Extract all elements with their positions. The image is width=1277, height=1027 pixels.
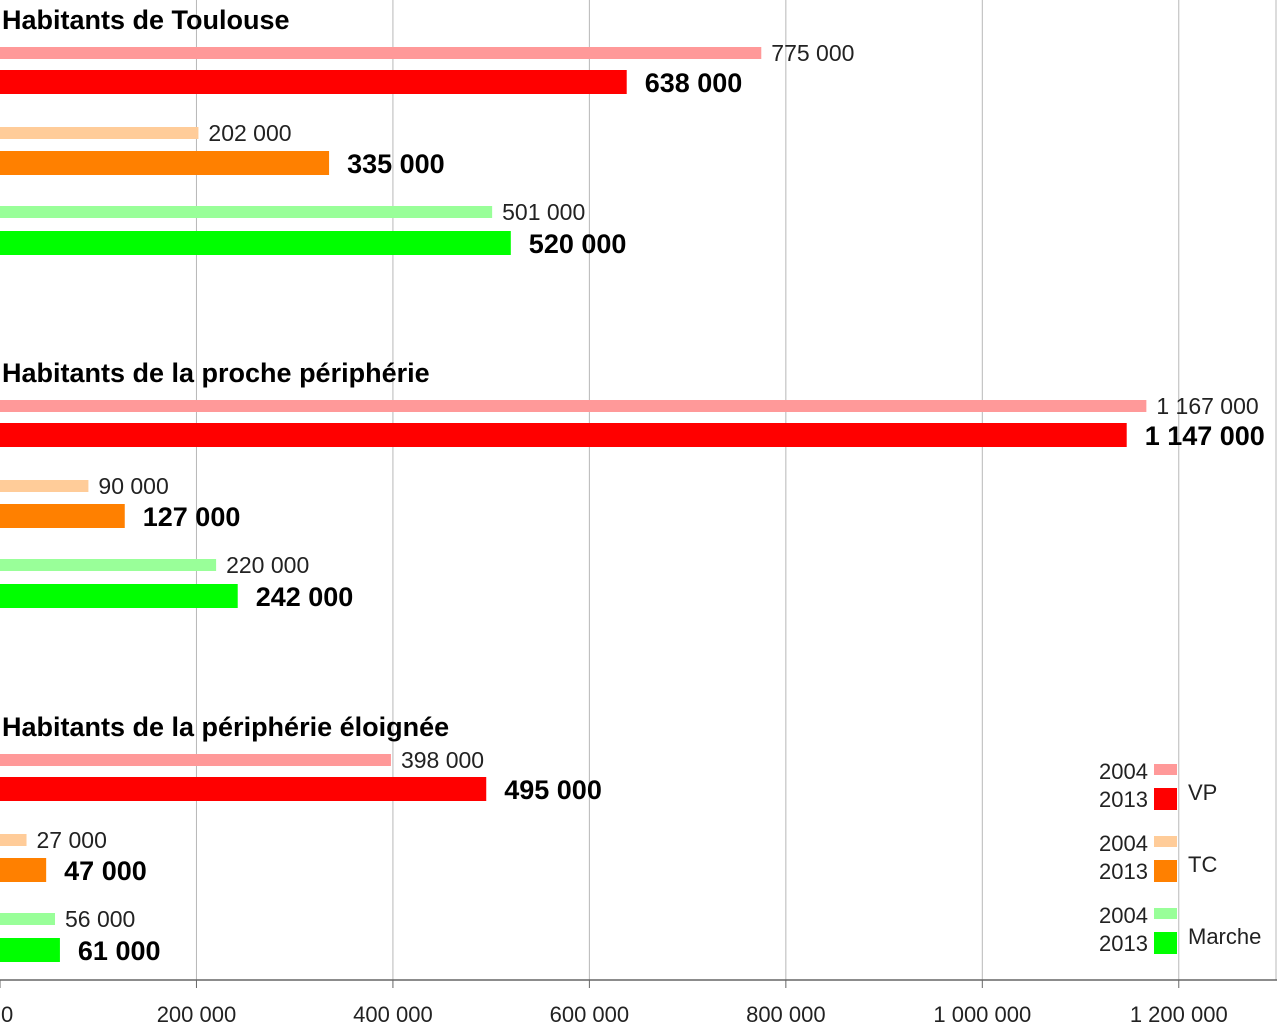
- data-label-2004: 1 167 000: [1156, 393, 1258, 419]
- data-label-2013: 1 147 000: [1145, 421, 1265, 451]
- bar-2013-marche: [0, 584, 238, 608]
- x-tick-label: 1 200 000: [1130, 1002, 1228, 1027]
- bar-2004-tc: [0, 834, 27, 846]
- x-tick-label: 800 000: [746, 1002, 826, 1027]
- legend-swatch-tc-2013: [1154, 860, 1177, 882]
- data-label-2013: 127 000: [143, 502, 241, 532]
- data-label-2004: 220 000: [226, 552, 309, 578]
- legend-year: 2013: [1099, 931, 1148, 956]
- bar-group: Habitants de la périphérie éloignée 398 0…: [0, 712, 602, 966]
- x-tick-label: 600 000: [550, 1002, 630, 1027]
- x-axis: 0 200 000 400 000 600 000 800 000 1 000 000 1 …: [0, 979, 1277, 1027]
- bar-2013-vp: [0, 777, 487, 801]
- legend-series-name: VP: [1188, 780, 1217, 805]
- data-label-2013: 520 000: [529, 229, 627, 259]
- data-label-2004: 501 000: [502, 199, 585, 225]
- bar-2004-tc: [0, 127, 199, 139]
- legend-year: 2013: [1099, 787, 1148, 812]
- data-label-2004: 398 000: [401, 747, 484, 773]
- bar-2004-vp: [0, 47, 762, 59]
- bar-2004-tc: [0, 480, 89, 492]
- bar-2004-vp: [0, 754, 391, 766]
- x-tick-label: 1 000 000: [933, 1002, 1031, 1027]
- bar-2004-marche: [0, 913, 56, 925]
- legend-year: 2013: [1099, 859, 1148, 884]
- legend-swatch-marche-2004: [1154, 908, 1177, 919]
- data-label-2013: 242 000: [256, 582, 354, 612]
- x-tick-label: 400 000: [353, 1002, 433, 1027]
- legend: 2004 2013 VP 2004 2013 TC 2004 2013 Marche: [1099, 759, 1261, 956]
- bar-2013-marche: [0, 231, 511, 255]
- data-label-2013: 335 000: [347, 149, 445, 179]
- legend-swatch-marche-2013: [1154, 932, 1177, 954]
- data-label-2013: 638 000: [645, 68, 743, 98]
- data-label-2004: 90 000: [98, 473, 168, 499]
- bar-2013-tc: [0, 504, 125, 528]
- bar-group: Habitants de Toulouse 775 000 638 000 202 0…: [0, 5, 854, 259]
- bar-2013-tc: [0, 858, 47, 882]
- bar-2013-vp: [0, 423, 1127, 447]
- data-label-2004: 27 000: [37, 827, 107, 853]
- data-label-2013: 47 000: [64, 856, 147, 886]
- legend-swatch-vp-2004: [1154, 764, 1177, 775]
- gridlines: [195, 0, 1277, 980]
- bar-2013-vp: [0, 70, 627, 94]
- bar-2013-tc: [0, 151, 330, 175]
- legend-swatch-tc-2004: [1154, 836, 1177, 847]
- data-label-2004: 56 000: [65, 906, 135, 932]
- legend-series-name: TC: [1188, 852, 1217, 877]
- bar-group: Habitants de la proche périphérie 1 167 0…: [0, 358, 1265, 612]
- data-label-2004: 775 000: [771, 40, 854, 66]
- group-title: Habitants de la périphérie éloignée: [2, 712, 449, 742]
- legend-year: 2004: [1099, 903, 1148, 928]
- data-label-2004: 202 000: [208, 120, 291, 146]
- data-label-2013: 61 000: [78, 936, 161, 966]
- legend-swatch-vp-2013: [1154, 788, 1177, 810]
- legend-series-name: Marche: [1188, 924, 1261, 949]
- bar-2004-marche: [0, 559, 217, 571]
- x-tick-label: 0: [1, 1002, 13, 1027]
- bar-2013-marche: [0, 938, 60, 962]
- x-tick-label: 200 000: [157, 1002, 237, 1027]
- group-title: Habitants de Toulouse: [2, 5, 290, 35]
- data-label-2013: 495 000: [504, 775, 602, 805]
- bar-2004-vp: [0, 400, 1147, 412]
- group-title: Habitants de la proche périphérie: [2, 358, 430, 388]
- legend-year: 2004: [1099, 759, 1148, 784]
- bar-2004-marche: [0, 206, 493, 218]
- legend-year: 2004: [1099, 831, 1148, 856]
